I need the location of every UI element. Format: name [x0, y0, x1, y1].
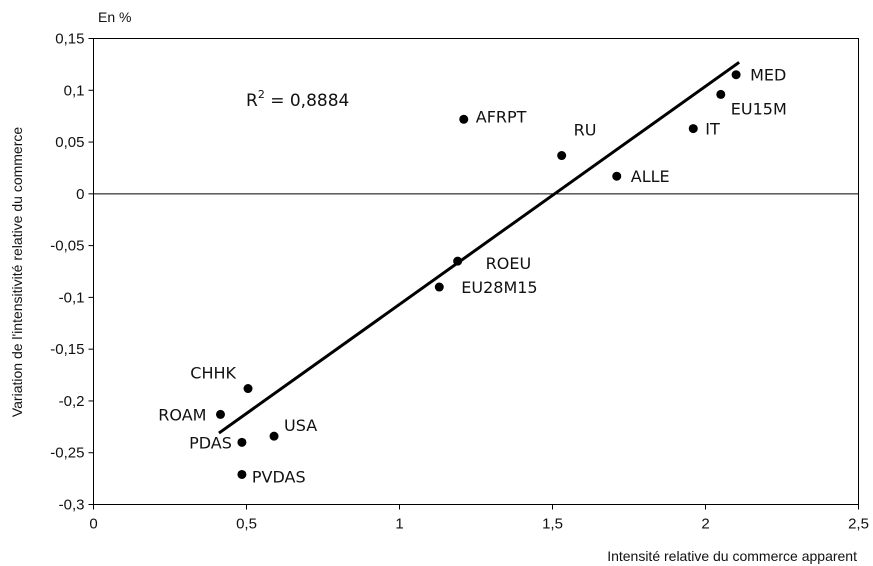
y-tick-label: 0,15 [55, 31, 84, 48]
point-label: MED [750, 66, 786, 85]
y-tick-label: -0,05 [50, 238, 84, 255]
y-tick-label: -0,2 [59, 393, 85, 410]
point-label: IT [705, 120, 720, 139]
x-axis-title: Intensité relative du commerce apparent [607, 548, 857, 564]
y-axis-title: Variation de l'intensitivité relative du… [9, 127, 25, 418]
y-tick-label: -0,3 [59, 497, 85, 514]
y-tick-label: 0,05 [55, 134, 84, 151]
point-label: AFRPT [476, 107, 527, 126]
point-label: RU [574, 121, 597, 140]
point-label: USA [284, 416, 317, 435]
data-points: MED EU15M IT AFRPT RU ALLE ROEU EU28M15 CHHK ROAM… [158, 66, 786, 487]
data-point [434, 282, 444, 292]
point-label: CHHK [190, 364, 236, 383]
plot-area [93, 38, 859, 505]
x-tick-label: 0 [89, 516, 97, 533]
point-label: PDAS [189, 433, 232, 452]
y-tick-label: 0 [76, 186, 84, 203]
data-point [237, 437, 247, 447]
point-label: PVDAS [252, 467, 306, 486]
unit-label: En % [98, 9, 131, 25]
trendline [218, 61, 741, 435]
point-label: EU28M15 [461, 278, 537, 297]
r-squared-value: = 0,8884 [265, 91, 350, 111]
x-tick-label: 2,5 [848, 516, 869, 533]
point-label: EU15M [731, 99, 787, 118]
data-point [612, 171, 622, 181]
r-squared-annotation: R2 = 0,8884 [246, 88, 349, 111]
r-squared-superscript: 2 [258, 88, 265, 101]
data-point [731, 70, 741, 80]
data-point [215, 409, 225, 419]
point-label: ROAM [158, 405, 206, 424]
data-point [453, 256, 463, 266]
data-point [237, 469, 247, 479]
y-axis: 0,15 0,1 0,05 0 -0,05 -0,1 -0,15 -0,2 -0,25 -0,3 [50, 31, 94, 514]
data-point [688, 124, 698, 134]
data-point [557, 151, 567, 161]
x-axis: 0 0,5 1 1,5 2 2,5 [89, 504, 869, 533]
y-tick-label: -0,1 [59, 289, 85, 306]
data-point [269, 431, 279, 441]
y-tick-label: -0,25 [50, 445, 84, 462]
data-point [716, 89, 726, 99]
y-tick-label: 0,1 [64, 82, 85, 99]
x-tick-label: 0,5 [236, 516, 257, 533]
r-squared-prefix: R [246, 91, 258, 111]
data-point [243, 384, 253, 394]
x-tick-label: 1,5 [542, 516, 563, 533]
data-point [459, 114, 469, 124]
point-label: ROEU [486, 254, 532, 273]
x-tick-label: 1 [395, 516, 403, 533]
y-tick-label: -0,15 [50, 341, 84, 358]
point-label: ALLE [631, 167, 670, 186]
x-tick-label: 2 [701, 516, 709, 533]
